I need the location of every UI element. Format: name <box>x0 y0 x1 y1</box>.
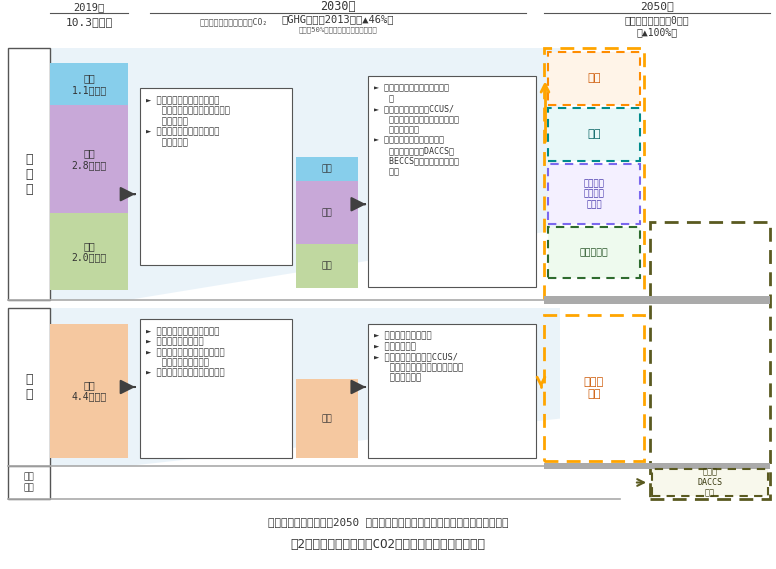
Text: ► 規制的措置と支援的措置の
   組み合わせによる徹底した省
   エネの推進
► 水素社会実現に向けた取組
   の抜本強化: ► 規制的措置と支援的措置の 組み合わせによる徹底した省 エネの推進 ► 水素社… <box>146 96 230 147</box>
Text: 運輸
2.0億トン: 運輸 2.0億トン <box>71 241 106 262</box>
Text: 民生
1.1億トン: 民生 1.1億トン <box>71 73 106 95</box>
Polygon shape <box>50 308 560 466</box>
Text: 2030年: 2030年 <box>320 0 356 13</box>
Bar <box>548 164 640 224</box>
Text: 電力: 電力 <box>321 414 332 423</box>
Polygon shape <box>50 48 560 300</box>
Bar <box>50 63 128 105</box>
Bar <box>368 76 536 287</box>
Text: 電
力: 電 力 <box>26 373 33 401</box>
Bar <box>548 52 640 105</box>
Bar <box>548 108 640 161</box>
Bar <box>140 319 292 458</box>
Text: ※更に50%の削減に向け挑戦を続ける: ※更に50%の削減に向け挑戦を続ける <box>299 27 377 34</box>
Text: （GHG全体で2013年比▲46%）: （GHG全体で2013年比▲46%） <box>282 14 394 24</box>
Text: 排出＋吸収で実質0トン: 排出＋吸収で実質0トン <box>625 15 689 25</box>
Text: 産業
2.8億トン: 産業 2.8億トン <box>71 149 106 170</box>
Text: 脱炭素
電源: 脱炭素 電源 <box>584 377 605 399</box>
Text: 図2　エネルギー起源のCO2排出量を減らすための方策: 図2 エネルギー起源のCO2排出量を減らすための方策 <box>290 538 486 550</box>
Text: 電化: 電化 <box>587 73 601 84</box>
Bar <box>652 469 768 496</box>
Bar <box>544 48 644 300</box>
Bar <box>296 244 358 288</box>
Bar <box>296 379 358 458</box>
Text: 2050年: 2050年 <box>640 1 674 11</box>
Text: （▲100%）: （▲100%） <box>636 27 677 37</box>
Text: 2019年: 2019年 <box>74 2 105 12</box>
Text: 合成燃料
メタネー
ション: 合成燃料 メタネー ション <box>584 179 605 209</box>
Text: 非
電
力: 非 電 力 <box>26 152 33 196</box>
Bar <box>650 222 770 499</box>
Bar <box>50 324 128 458</box>
Bar <box>296 157 358 182</box>
Text: 10.3億トン: 10.3億トン <box>65 17 113 27</box>
Bar <box>544 315 644 461</box>
Bar <box>544 463 770 469</box>
Bar <box>8 48 50 300</box>
Text: ► 再エネの主力電源への取組
► 原子力政策の再構築
► 安定供給を大前提とした火力
   発電比率の引き下げ
► 水素・アンモニア発電の活用: ► 再エネの主力電源への取組 ► 原子力政策の再構築 ► 安定供給を大前提とした… <box>146 327 225 378</box>
Text: 出典：　経済産業省　2050 年カーボンニュートラルに伴うグリーン成長戦略: 出典： 経済産業省 2050 年カーボンニュートラルに伴うグリーン成長戦略 <box>268 517 508 527</box>
Bar <box>140 88 292 265</box>
Bar <box>368 324 536 458</box>
Text: 民生: 民生 <box>321 164 332 174</box>
Text: 植林、
DACCS
など: 植林、 DACCS など <box>698 468 722 497</box>
Text: ※数値はエネルギー起源CO₂: ※数値はエネルギー起源CO₂ <box>200 18 268 27</box>
Text: 除炭
去素: 除炭 去素 <box>23 473 34 492</box>
Text: 運輸: 運輸 <box>321 261 332 270</box>
Bar <box>50 105 128 213</box>
Text: ► 脱炭素化された電力による電
   化
► 水素、アンモニア、CCUS/
   カーボンリサイクルなど新たな
   選択肢の追求
► 最終的に脱炭素化が困難な: ► 脱炭素化された電力による電 化 ► 水素、アンモニア、CCUS/ カーボンリ… <box>374 84 459 176</box>
Bar <box>8 466 50 499</box>
Bar <box>50 213 128 290</box>
Bar <box>8 308 50 466</box>
Bar <box>296 182 358 244</box>
Bar <box>548 228 640 278</box>
Text: ► 再エネの最大限導入
► 原子力の活用
► 水素、アンモニア、CCUS/
   カーボンリサイクルなど新たな
   選択肢の追求: ► 再エネの最大限導入 ► 原子力の活用 ► 水素、アンモニア、CCUS/ カー… <box>374 332 463 382</box>
Bar <box>544 296 770 304</box>
Text: 水素: 水素 <box>587 129 601 139</box>
Text: 産業: 産業 <box>321 208 332 217</box>
Text: 電力
4.4億トン: 電力 4.4億トン <box>71 380 106 402</box>
Text: バイオマス: バイオマス <box>580 248 608 257</box>
